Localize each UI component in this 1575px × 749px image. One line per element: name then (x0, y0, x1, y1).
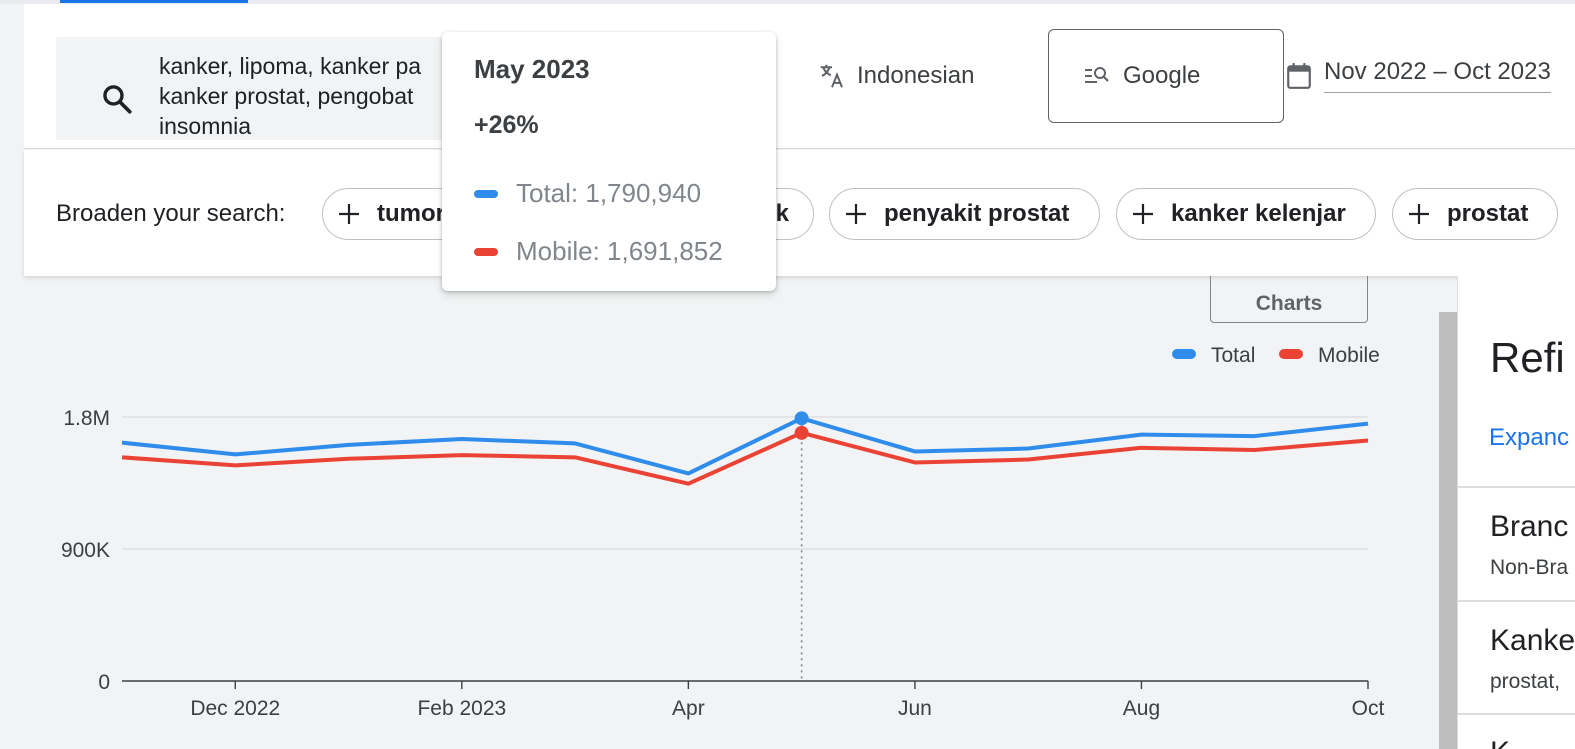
chip-label: prostat (1447, 200, 1529, 227)
refine-keywords-panel: Refi Expanc Branc Non-Bra Kanke prostat,… (1457, 276, 1575, 749)
tooltip-mobile-row: Mobile: 1,691,852 (474, 236, 723, 267)
tooltip-total-value: Total: 1,790,940 (516, 178, 702, 208)
language-selector[interactable]: Indonesian (817, 60, 974, 92)
plus-icon (1133, 204, 1153, 224)
x-tick-label: Oct (1352, 697, 1385, 720)
mobile-swatch (474, 247, 498, 256)
search-engine-label: Google (1123, 62, 1201, 89)
broaden-search-bar: Broaden your search: tumor k penyakit pr… (24, 150, 1575, 276)
chip-label: k (775, 200, 789, 227)
series-line-mobile (121, 430, 1369, 486)
keyword-search-field[interactable]: kanker, lipoma, kanker pa kanker prostat… (56, 37, 461, 140)
x-tick-label: Dec 2022 (190, 697, 280, 720)
calendar-icon (1287, 62, 1311, 89)
plus-icon (339, 204, 359, 224)
search-engine-button[interactable]: Google (1048, 29, 1284, 123)
data-point-total (794, 411, 809, 426)
series-line-total (121, 416, 1369, 476)
tooltip-total-row: Total: 1,790,940 (474, 178, 701, 209)
legend-swatch-total (1172, 349, 1196, 359)
broaden-chip-kanker-kelenjar[interactable]: kanker kelenjar (1116, 188, 1376, 240)
broaden-chip-prostat[interactable]: prostat (1392, 188, 1558, 240)
refine-group-title[interactable]: K (1490, 736, 1510, 749)
x-tick-label: Feb 2023 (417, 697, 506, 720)
date-range-label: Nov 2022 – Oct 2023 (1324, 58, 1551, 93)
broaden-chip-penyakit-prostat[interactable]: penyakit prostat (829, 188, 1100, 240)
broaden-label: Broaden your search: (56, 200, 286, 227)
tooltip-mobile-value: Mobile: 1,691,852 (516, 236, 723, 266)
x-tick-label: Apr (672, 697, 705, 720)
y-tick-label: 1.8M (63, 407, 110, 430)
translate-icon (820, 64, 843, 88)
language-label: Indonesian (857, 62, 975, 89)
y-tick-label: 0 (98, 671, 110, 694)
refine-group-subtitle: Non-Bra (1490, 556, 1569, 579)
divider (1458, 600, 1575, 602)
refine-group-title[interactable]: Branc (1490, 510, 1569, 543)
chip-label: tumor (377, 200, 445, 227)
tooltip-month: May 2023 (474, 54, 590, 84)
keyword-query-text[interactable]: kanker, lipoma, kanker pa kanker prostat… (159, 53, 422, 139)
date-range-picker[interactable]: Nov 2022 – Oct 2023 (1286, 58, 1551, 93)
legend-label-total: Total (1211, 344, 1255, 367)
chip-label: penyakit prostat (884, 200, 1070, 227)
search-settings-bar: kanker, lipoma, kanker pa kanker prostat… (24, 4, 1575, 149)
y-tick-label: 900K (61, 539, 110, 562)
total-swatch (474, 189, 498, 198)
refine-group-title[interactable]: Kanke (1490, 624, 1575, 657)
search-icon (103, 85, 132, 114)
manage-search-icon (1085, 67, 1109, 83)
chip-label: kanker kelenjar (1171, 200, 1346, 227)
plus-icon (846, 204, 866, 224)
tooltip-change: +26% (474, 111, 539, 139)
search-volume-chart: 0 900K 1.8M Dec 2022 Feb 2023 Apr Jun Aug Oct Tot… (61, 344, 1385, 720)
legend-label-mobile: Mobile (1318, 344, 1380, 367)
legend-swatch-mobile (1279, 349, 1303, 359)
refine-panel-title: Refi (1490, 334, 1565, 381)
charts-tab[interactable]: Charts (1210, 276, 1368, 323)
divider (1458, 713, 1575, 715)
refine-group-subtitle: prostat, (1490, 670, 1561, 693)
data-point-mobile (794, 425, 809, 440)
expand-all-link[interactable]: Expanc (1489, 424, 1570, 451)
vertical-scrollbar[interactable] (1439, 312, 1457, 749)
tab-strip (0, 0, 1575, 4)
chart-tooltip: May 2023 +26% Total: 1,790,940 Mobile: 1… (442, 32, 776, 291)
x-tick-label: Jun (898, 697, 932, 720)
divider (1458, 486, 1575, 488)
active-tab-indicator[interactable] (60, 0, 248, 3)
x-tick-label: Aug (1123, 697, 1160, 720)
plus-icon (1409, 204, 1429, 224)
